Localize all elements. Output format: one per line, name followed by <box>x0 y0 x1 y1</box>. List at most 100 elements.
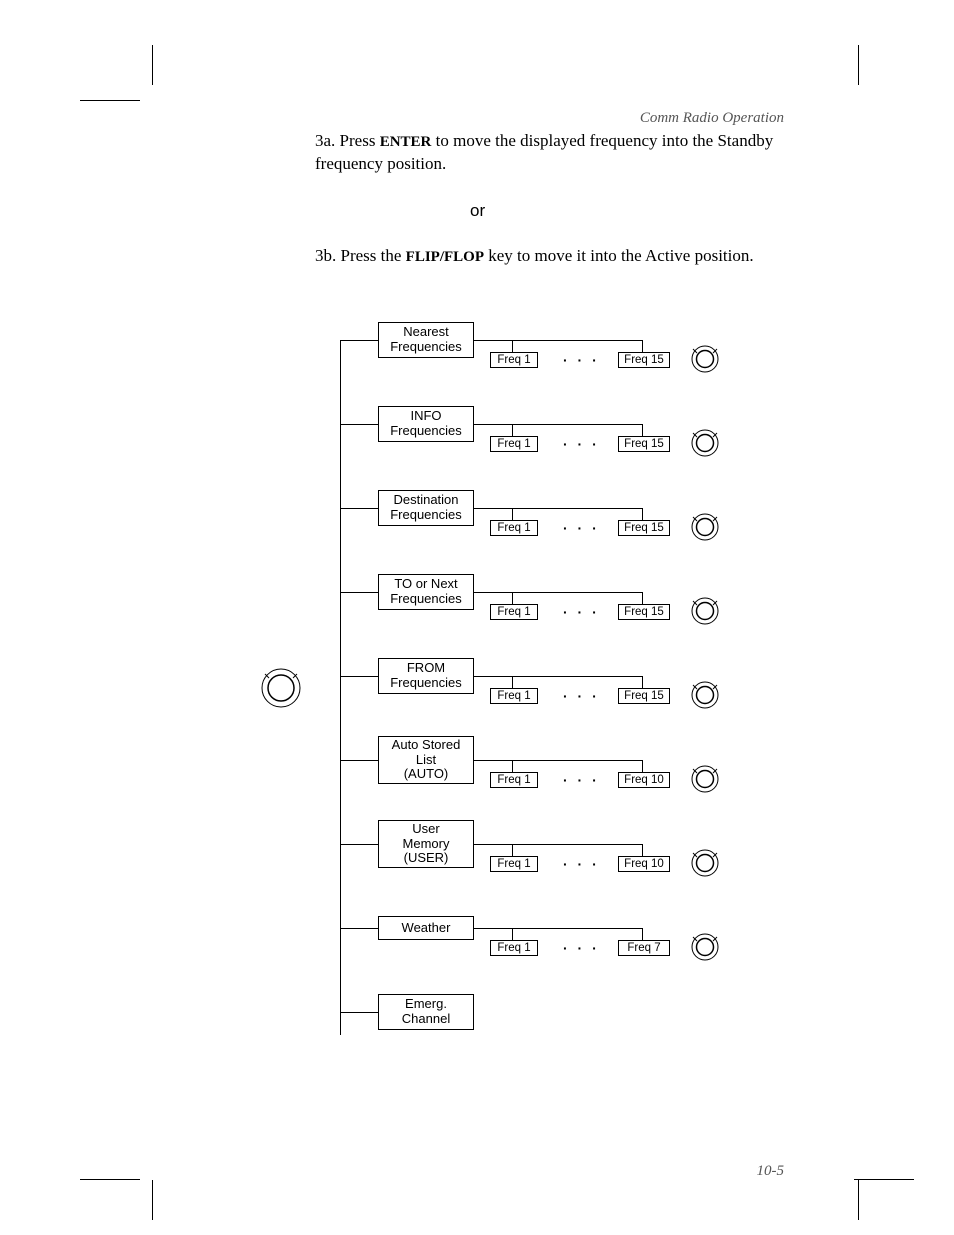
connector-line <box>642 424 643 436</box>
category-box-line: (USER) <box>404 851 449 866</box>
freq-last-box: Freq 15 <box>618 520 670 536</box>
connector-line <box>512 424 513 436</box>
connector-line <box>474 844 512 845</box>
connector-line <box>474 592 512 593</box>
diagram-row: FROMFrequenciesFreq 1· · ·Freq 15 <box>280 656 810 740</box>
connector-line <box>642 508 643 520</box>
connector-line <box>474 508 512 509</box>
category-box: Auto StoredList(AUTO) <box>378 736 474 784</box>
branch-line <box>340 340 378 341</box>
branch-line <box>340 844 378 845</box>
crop-mark <box>80 100 140 101</box>
connector-line <box>512 592 513 604</box>
category-box-line: FROM <box>407 661 445 676</box>
connector-line <box>474 760 512 761</box>
branch-line <box>340 592 378 593</box>
connector-line <box>474 676 512 677</box>
step-3a: 3a. Press ENTER to move the displayed fr… <box>315 130 805 176</box>
freq-first-box: Freq 1 <box>490 604 538 620</box>
ellipsis-dots: · · · <box>563 604 600 620</box>
category-box: UserMemory(USER) <box>378 820 474 868</box>
category-box-line: Frequencies <box>390 340 462 355</box>
diagram-row: TO or NextFrequencies Freq 1 · · · Freq 15 <box>280 572 810 656</box>
branch-line <box>340 508 378 509</box>
category-box: TO or NextFrequencies <box>378 574 474 610</box>
diagram-row: WeatherFreq 1· · ·Freq 7 <box>280 908 810 992</box>
ellipsis-dots: · · · <box>563 688 600 704</box>
or-label: or <box>470 200 485 223</box>
connector-line <box>512 508 513 520</box>
connector-line <box>642 592 643 604</box>
inner-knob-icon <box>690 932 720 962</box>
page-header: Comm Radio Operation <box>640 110 784 127</box>
freq-last-box: Freq 10 <box>618 856 670 872</box>
diagram-row: DestinationFrequenciesFreq 1· · ·Freq 15 <box>280 488 810 572</box>
step-3b-suffix: key to move it into the Active position. <box>484 246 754 265</box>
freq-first-box: Freq 1 <box>490 856 538 872</box>
category-box-line: INFO <box>410 409 441 424</box>
ellipsis-dots: · · · <box>563 436 600 452</box>
step-3a-prefix: 3a. Press <box>315 131 380 150</box>
diagram-row: INFOFrequenciesFreq 1· · ·Freq 15 <box>280 404 810 488</box>
diagram-row: Emerg.Channel <box>280 992 810 1076</box>
branch-line <box>340 424 378 425</box>
connector-line <box>512 592 642 593</box>
inner-knob-icon <box>690 764 720 794</box>
category-box-line: Memory <box>403 837 450 852</box>
category-box-line: Nearest <box>403 325 449 340</box>
branch-line <box>340 1012 378 1013</box>
connector-line <box>474 928 512 929</box>
freq-last-box: Freq 15 <box>618 436 670 452</box>
category-box-line: (AUTO) <box>404 767 449 782</box>
freq-first-box: Freq 1 <box>490 520 538 536</box>
freq-last-box: Freq 7 <box>618 940 670 956</box>
connector-line <box>512 508 642 509</box>
connector-line <box>474 340 512 341</box>
ellipsis-dots: · · · <box>563 856 600 872</box>
diagram-row: NearestFrequenciesFreq 1· · ·Freq 15 <box>280 320 810 404</box>
connector-line <box>512 928 642 929</box>
crop-mark <box>80 1179 140 1180</box>
connector-line <box>512 340 513 352</box>
connector-line <box>512 760 513 772</box>
connector-line <box>512 928 513 940</box>
step-3b-prefix: 3b. Press the <box>315 246 406 265</box>
freq-first-box: Freq 1 <box>490 940 538 956</box>
connector-line <box>512 424 642 425</box>
freq-last-box: Freq 15 <box>618 688 670 704</box>
category-box: DestinationFrequencies <box>378 490 474 526</box>
category-box-line: Channel <box>402 1012 450 1027</box>
freq-first-box: Freq 1 <box>490 436 538 452</box>
category-box-line: Frequencies <box>390 508 462 523</box>
connector-line <box>642 760 643 772</box>
crop-mark <box>854 1179 914 1180</box>
inner-knob-icon <box>690 512 720 542</box>
branch-line <box>340 760 378 761</box>
crop-mark <box>152 45 153 85</box>
category-box-line: Emerg. <box>405 997 447 1012</box>
crop-mark <box>858 45 859 85</box>
inner-knob-icon <box>690 428 720 458</box>
crop-mark <box>152 1180 153 1220</box>
step-3b: 3b. Press the FLIP/FLOP key to move it i… <box>315 245 805 268</box>
freq-last-box: Freq 10 <box>618 772 670 788</box>
category-box-line: User <box>412 822 439 837</box>
freq-first-box: Freq 1 <box>490 688 538 704</box>
flipflop-key-label: FLIP/FLOP <box>406 249 484 265</box>
freq-first-box: Freq 1 <box>490 352 538 368</box>
category-box: Emerg.Channel <box>378 994 474 1030</box>
connector-line <box>512 844 513 856</box>
connector-line <box>512 676 513 688</box>
inner-knob-icon <box>690 596 720 626</box>
inner-knob-icon <box>690 344 720 374</box>
inner-knob-icon <box>690 680 720 710</box>
freq-first-box: Freq 1 <box>490 772 538 788</box>
connector-line <box>512 676 642 677</box>
freq-last-box: Freq 15 <box>618 604 670 620</box>
category-box-line: Destination <box>393 493 458 508</box>
connector-line <box>512 340 642 341</box>
connector-line <box>512 844 642 845</box>
ellipsis-dots: · · · <box>563 352 600 368</box>
category-box-line: Weather <box>402 921 451 936</box>
enter-key-label: ENTER <box>380 134 432 150</box>
